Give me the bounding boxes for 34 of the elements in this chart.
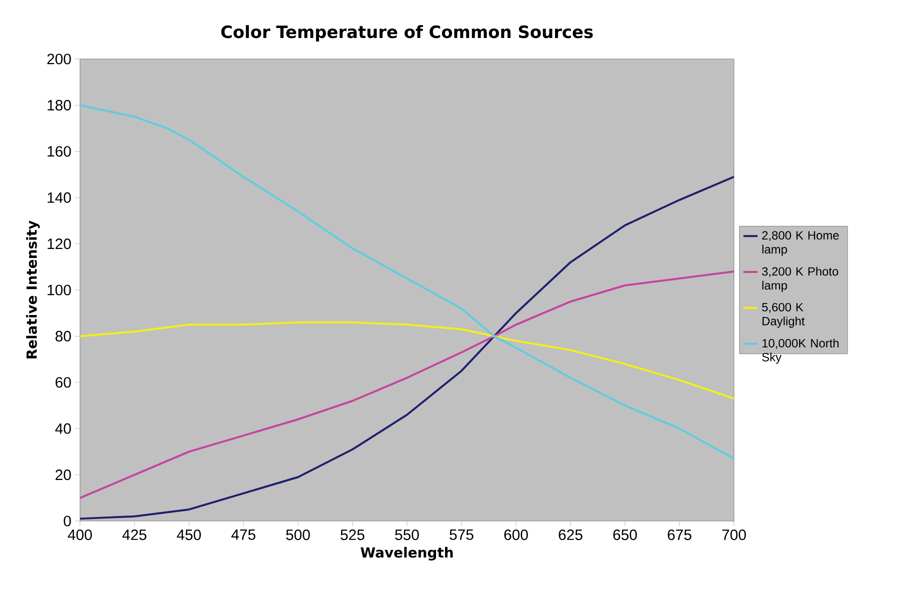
legend-label: 5,600 K Daylight xyxy=(762,302,805,328)
y-axis-title: Relative Intensity xyxy=(26,220,40,358)
x-tick-label: 550 xyxy=(395,530,419,540)
x-tick-label: 575 xyxy=(450,530,474,540)
line-series xyxy=(80,104,734,460)
y-tick-label: 120 xyxy=(48,238,71,250)
y-tick-label: 100 xyxy=(48,284,71,296)
x-axis-title: Wavelength xyxy=(360,546,453,561)
x-tick-label: 600 xyxy=(504,530,528,540)
chart-title: Color Temperature of Common Sources xyxy=(221,25,593,42)
x-tick-label: 450 xyxy=(176,530,201,540)
x-tick-label: 675 xyxy=(668,530,692,540)
y-tick-label: 0 xyxy=(64,516,71,526)
y-tick-label: 160 xyxy=(48,146,71,157)
x-tick-label: 475 xyxy=(231,530,256,540)
legend-label: 10,000K North Sky xyxy=(762,338,839,364)
x-tick-label: 525 xyxy=(340,530,364,540)
line-series xyxy=(80,176,734,520)
y-tick-label: 180 xyxy=(48,100,71,110)
x-tick-label: 500 xyxy=(286,530,310,540)
legend-label: 2,800 K Home lamp xyxy=(762,231,839,256)
x-tick-label: 400 xyxy=(68,530,92,540)
x-tick-label: 425 xyxy=(122,530,146,540)
y-tick-label: 60 xyxy=(56,377,71,388)
x-tick-label: 650 xyxy=(613,530,637,540)
legend-label: 3,200 K Photo lamp xyxy=(762,266,838,292)
y-tick-label: 140 xyxy=(48,192,71,203)
line-series xyxy=(80,321,734,400)
y-tick-label: 80 xyxy=(56,330,71,342)
x-tick-label: 700 xyxy=(722,530,746,540)
y-tick-label: 20 xyxy=(56,470,71,480)
y-tick-label: 200 xyxy=(47,54,71,64)
y-tick-label: 40 xyxy=(55,423,71,434)
x-tick-label: 625 xyxy=(558,530,582,540)
